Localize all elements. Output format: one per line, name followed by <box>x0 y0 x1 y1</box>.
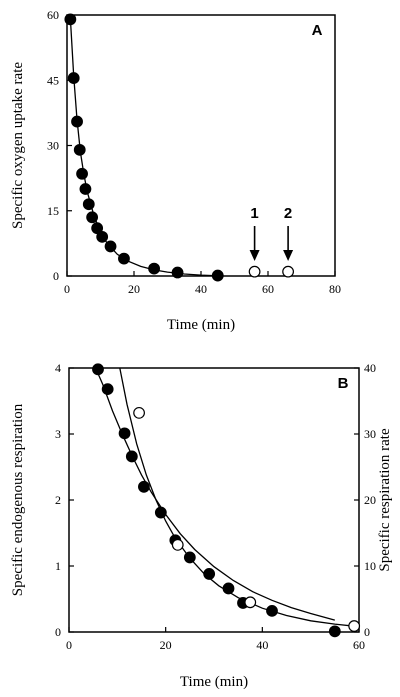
data-point-open <box>244 596 257 609</box>
x-tick-label: 60 <box>262 282 274 296</box>
x-tick-label: 0 <box>64 282 70 296</box>
x-tick-label: 20 <box>160 638 172 652</box>
x-tick-label: 20 <box>128 282 140 296</box>
y-axis-label: Specific oxygen uptake rate <box>10 62 26 229</box>
y-tick-label: 15 <box>47 204 59 218</box>
data-point-open <box>348 620 361 632</box>
data-point-filled <box>328 625 341 638</box>
y-right-tick-label: 0 <box>364 625 370 639</box>
data-point-filled <box>101 383 114 396</box>
panel-label: B <box>338 375 349 392</box>
x-tick-label: 40 <box>195 282 207 296</box>
data-point-filled <box>203 568 216 580</box>
data-point-filled <box>79 183 92 195</box>
y-axis-label: Specific endogenous respiration <box>10 403 26 596</box>
fit-curve-left <box>95 367 335 621</box>
chart-panel-a: 0 20 40 60 80 0 15 30 45 60 Time (min) Specific oxy… <box>10 8 341 333</box>
data-point-filled <box>64 13 77 26</box>
data-point-open <box>133 406 145 419</box>
y-tick-label: 0 <box>55 625 61 639</box>
arrow-head <box>249 250 260 261</box>
arrow-label: 1 <box>250 205 258 222</box>
panel-label: A <box>312 22 323 39</box>
arrow-head <box>283 250 294 261</box>
y-right-tick-label: 10 <box>364 559 376 573</box>
y-tick-label: 1 <box>55 559 61 573</box>
data-point-filled <box>91 222 104 235</box>
x-tick-label: 80 <box>329 282 341 296</box>
y-tick-label: 4 <box>55 361 61 375</box>
data-point-open <box>248 265 261 278</box>
y-tick-label: 2 <box>55 493 61 507</box>
y-right-tick-label: 30 <box>364 427 376 441</box>
y-tick-label: 30 <box>47 139 59 153</box>
x-tick-label: 0 <box>66 638 72 652</box>
plot-frame <box>68 367 360 633</box>
data-point-filled <box>96 230 109 243</box>
data-point-open <box>171 538 184 551</box>
y-right-tick-label: 40 <box>364 361 376 375</box>
arrow-label: 2 <box>284 205 292 222</box>
data-point-filled <box>82 198 95 211</box>
y-tick-label: 45 <box>47 73 59 87</box>
data-point-filled <box>67 72 80 84</box>
data-point-filled <box>76 167 88 180</box>
data-point-filled <box>125 450 138 463</box>
data-point-filled <box>71 115 83 128</box>
y-tick-label: 3 <box>55 427 61 441</box>
x-axis-label: Time (min) <box>167 317 235 333</box>
data-point-filled <box>183 551 196 564</box>
y-tick-label: 60 <box>47 8 59 22</box>
x-axis-label: Time (min) <box>180 674 248 690</box>
data-point-filled <box>266 604 278 617</box>
data-point-filled <box>222 582 235 595</box>
data-point-filled <box>148 262 161 275</box>
fit-curve <box>69 17 218 277</box>
data-point-filled <box>154 506 167 519</box>
data-point-filled <box>211 269 224 282</box>
data-point-open <box>282 265 295 278</box>
data-point-filled <box>118 427 131 440</box>
x-tick-label: 60 <box>353 638 365 652</box>
data-point-filled <box>92 363 104 376</box>
y-tick-label: 0 <box>53 269 59 283</box>
y-right-tick-label: 20 <box>364 493 376 507</box>
fit-curve-right <box>119 367 360 628</box>
data-point-filled <box>171 266 184 279</box>
data-point-filled <box>138 480 150 493</box>
y-right-axis-label: Specific respiration rate <box>377 428 393 572</box>
x-tick-label: 40 <box>256 638 268 652</box>
data-point-filled <box>104 240 117 253</box>
data-point-filled <box>73 143 86 156</box>
data-point-filled <box>86 211 99 224</box>
data-point-filled <box>118 252 130 265</box>
